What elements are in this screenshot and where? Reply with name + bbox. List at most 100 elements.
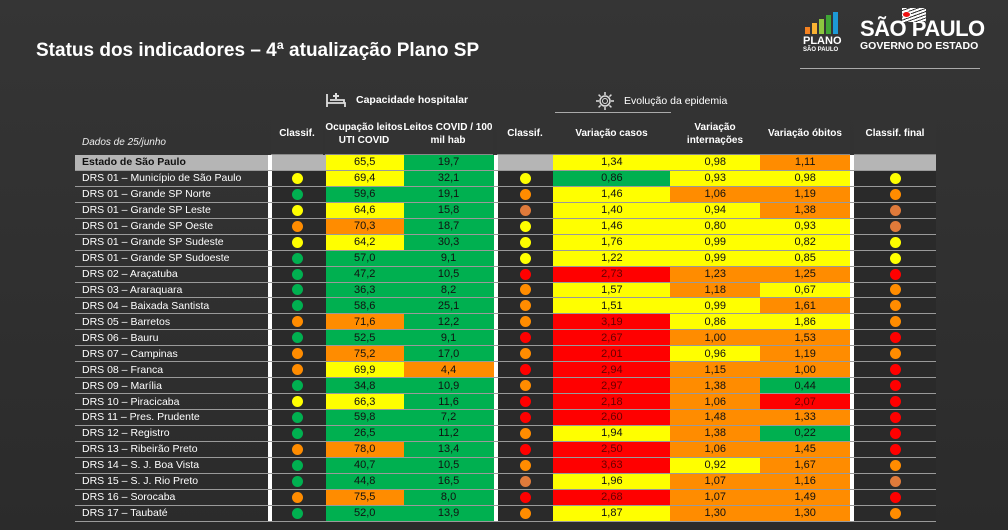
column-separator bbox=[323, 266, 326, 282]
value-cell-casos: 1,22 bbox=[553, 250, 671, 266]
classification-cell-final bbox=[854, 362, 936, 378]
cell-value: 10,5 bbox=[437, 459, 460, 472]
column-separator bbox=[493, 394, 498, 409]
value-cell-casos: 2,01 bbox=[553, 346, 671, 362]
value-cell-intern: 0,96 bbox=[670, 346, 761, 362]
cell-value: 13,4 bbox=[437, 443, 460, 456]
status-dot-icon bbox=[889, 252, 901, 264]
column-separator bbox=[323, 282, 326, 298]
status-dot-icon bbox=[889, 459, 901, 471]
region-name: DRS 01 – Grande SP Sudeste bbox=[82, 236, 224, 249]
region-name: DRS 17 – Taubaté bbox=[82, 507, 168, 520]
region-name: DRS 10 – Piracicaba bbox=[82, 395, 180, 408]
governo-sp-logo: SÃO PAULO GOVERNO DO ESTADO bbox=[860, 8, 985, 52]
value-cell-intern: 1,38 bbox=[670, 425, 761, 441]
value-cell-casos: 1,51 bbox=[553, 298, 671, 314]
value-cell-ocup: 36,3 bbox=[325, 282, 404, 298]
classification-cell-c1 bbox=[271, 378, 324, 394]
column-separator bbox=[267, 457, 272, 473]
classification-cell-c2 bbox=[497, 314, 554, 330]
cell-value: 10,5 bbox=[437, 268, 460, 281]
status-dot-icon bbox=[889, 204, 901, 216]
cell-value: 0,44 bbox=[794, 379, 816, 392]
classification-cell-final bbox=[854, 250, 936, 266]
value-cell-obitos: 1,53 bbox=[760, 330, 851, 346]
cell-value: 44,8 bbox=[353, 475, 376, 488]
cell-value: 2,68 bbox=[601, 491, 623, 504]
column-separator bbox=[323, 155, 326, 170]
status-dot-icon bbox=[889, 396, 901, 408]
cell-value: 2,07 bbox=[794, 395, 816, 408]
cell-value: 2,60 bbox=[601, 411, 623, 424]
cell-value: 36,3 bbox=[353, 283, 376, 296]
cell-value: 59,6 bbox=[353, 188, 376, 201]
group-hospital-capacity: Capacidade hospitalar bbox=[326, 92, 468, 108]
status-dot-icon bbox=[889, 411, 901, 423]
region-name: DRS 05 – Barretos bbox=[82, 315, 171, 328]
column-separator bbox=[323, 202, 326, 218]
value-cell-leitos: 16,5 bbox=[403, 473, 494, 489]
cell-value: 0,86 bbox=[601, 172, 623, 185]
cell-value: 0,99 bbox=[704, 252, 726, 265]
cell-value: 0,99 bbox=[704, 299, 726, 312]
column-separator bbox=[267, 266, 272, 282]
column-separator bbox=[323, 457, 326, 473]
classification-cell-final bbox=[854, 425, 936, 441]
status-dot-icon bbox=[519, 252, 531, 264]
status-dot-icon bbox=[292, 380, 304, 392]
table-row: DRS 01 – Município de São Paulo 69,4 32,1 0… bbox=[75, 170, 936, 187]
value-cell-ocup: 26,5 bbox=[325, 425, 404, 441]
group-label: Capacidade hospitalar bbox=[356, 94, 469, 106]
column-separator bbox=[493, 457, 498, 473]
cell-value: 0,96 bbox=[704, 347, 726, 360]
column-separator bbox=[850, 170, 855, 186]
column-separator bbox=[267, 186, 272, 202]
column-separator bbox=[323, 505, 326, 521]
cell-value: 17,0 bbox=[437, 347, 460, 360]
value-cell-intern: 1,07 bbox=[670, 473, 761, 489]
classification-cell-final bbox=[854, 298, 936, 314]
value-cell-casos: 2,94 bbox=[553, 362, 671, 378]
region-name: DRS 12 – Registro bbox=[82, 427, 170, 440]
value-cell-casos: 2,60 bbox=[553, 410, 671, 425]
column-separator bbox=[850, 250, 855, 266]
value-cell-leitos: 19,7 bbox=[403, 155, 494, 170]
status-dot-icon bbox=[519, 507, 531, 519]
value-cell-leitos: 18,7 bbox=[403, 218, 494, 234]
status-dot-icon bbox=[292, 316, 304, 328]
classification-cell-c1 bbox=[271, 234, 324, 250]
column-separator bbox=[493, 489, 498, 505]
value-cell-obitos: 0,44 bbox=[760, 378, 851, 394]
table-row: DRS 03 – Araraquara 36,3 8,2 1,57 1,18 0,67 bbox=[75, 282, 936, 299]
status-dot-icon bbox=[889, 491, 901, 503]
value-cell-ocup: 59,6 bbox=[325, 186, 404, 202]
cell-value: 1,46 bbox=[601, 188, 623, 201]
cell-value: 1,45 bbox=[794, 443, 816, 456]
status-dot-icon bbox=[889, 332, 901, 344]
column-separator bbox=[850, 330, 855, 346]
classification-cell-c1 bbox=[271, 314, 324, 330]
cell-value: 0,92 bbox=[704, 459, 726, 472]
status-dot-icon bbox=[889, 348, 901, 360]
column-separator bbox=[850, 282, 855, 298]
value-cell-ocup: 58,6 bbox=[325, 298, 404, 314]
cell-value: 1,00 bbox=[794, 363, 816, 376]
region-name: DRS 01 – Grande SP Leste bbox=[82, 204, 211, 217]
column-separator bbox=[493, 250, 498, 266]
column-separator bbox=[850, 186, 855, 202]
cell-value: 2,01 bbox=[601, 347, 623, 360]
column-separator bbox=[267, 489, 272, 505]
classification-cell-c1 bbox=[271, 394, 324, 409]
classification-cell-final bbox=[854, 410, 936, 425]
value-cell-ocup: 69,9 bbox=[325, 362, 404, 378]
column-separator bbox=[267, 362, 272, 378]
group-label: Evolução da epidemia bbox=[624, 95, 728, 107]
value-cell-ocup: 75,2 bbox=[325, 346, 404, 362]
classification-cell-final bbox=[854, 394, 936, 409]
column-separator bbox=[323, 298, 326, 314]
cell-value: 64,6 bbox=[353, 204, 376, 217]
cell-value: 58,6 bbox=[353, 299, 376, 312]
status-dot-icon bbox=[519, 364, 531, 376]
status-dot-icon bbox=[519, 268, 531, 280]
value-cell-casos: 1,40 bbox=[553, 202, 671, 218]
